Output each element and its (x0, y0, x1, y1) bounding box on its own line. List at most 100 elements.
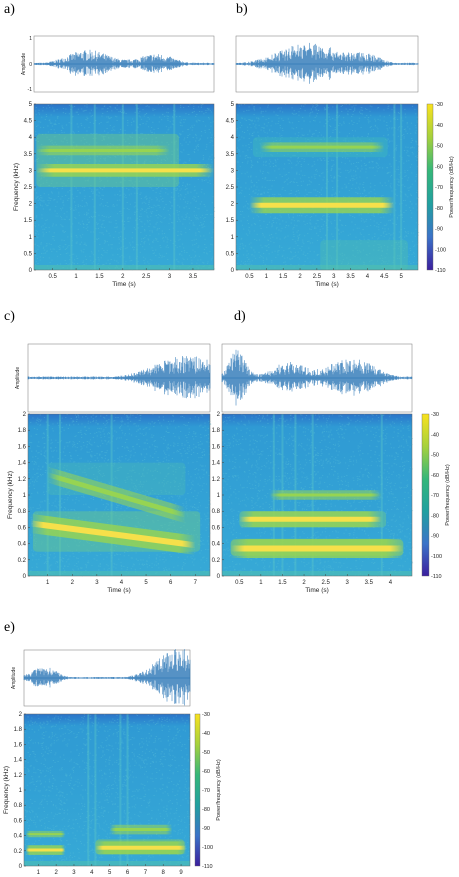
panel-e-colorbar-tick-label: -40 (202, 731, 210, 737)
panel-c-spectrogram-ytick-label: 1.6 (18, 444, 27, 450)
panel-d-colorbar-tick-label: -90 (431, 534, 439, 540)
panel-e-spectrogram-band (95, 845, 187, 850)
panel-a-spectrogram-transient (93, 104, 96, 270)
panel-a-spectrogram-floor (34, 265, 214, 270)
panel-c-spectrogram-xlabel: Time (s) (107, 587, 131, 594)
panel-b-colorbar-tick-label: -30 (435, 102, 443, 108)
panel-a-waveform-ylabel: Amplitude (21, 53, 27, 75)
panel-e-colorbar-tick-label: -80 (202, 807, 210, 813)
panel-a-spectrogram-transient (121, 104, 124, 270)
panel-e-spectrogram-transient (94, 714, 97, 866)
panel-d-spectrogram-ytick-label: 0.4 (212, 542, 221, 548)
panel-e-spectrogram-xtick-label: 9 (179, 870, 183, 876)
panel-b-spectrogram-xtick-label: 1 (265, 274, 269, 280)
panel-b-spectrogram-xtick-label: 4 (366, 274, 370, 280)
panel-a-spectrogram-ytick-label: 3 (29, 168, 33, 174)
panel-e-spectrogram-noise (24, 713, 192, 867)
panel-d-colorbar (421, 413, 430, 577)
panel-b-spectrogram-xtick-label: 1.5 (279, 274, 288, 280)
panel-e-colorbar-tick-label: -90 (202, 826, 210, 832)
panel-e-spectrogram-xtick-label: 8 (162, 870, 166, 876)
panel-e-spectrogram-ytick-label: 1 (19, 788, 23, 794)
panel-c-spectrogram-ytick-label: 0.4 (18, 542, 27, 548)
panel-a-spectrogram-ytick-label: 0 (29, 268, 33, 274)
panel-d-colorbar-tick-label: -100 (431, 554, 442, 560)
panel-d-spectrogram-xtick-label: 1 (259, 580, 263, 586)
panel-a-spectrogram-ytick-label: 5 (29, 102, 33, 108)
panel-c-spectrogram-ytick-label: 1 (23, 493, 27, 499)
panel-b-spectrogram-ytick-label: 0 (231, 268, 235, 274)
panel-e-waveform-trace (23, 649, 191, 706)
panel-a-spectrogram-ytick-label: 4 (29, 135, 33, 141)
panel-e-spectrogram-xtick-label: 5 (108, 870, 112, 876)
panel-d-spectrogram-band (230, 545, 404, 552)
panel-b-spectrogram-ytick-label: 2.5 (226, 185, 235, 191)
panel-c-spectrogram-ytick-label: 1.2 (18, 477, 27, 483)
panel-a-spectrogram-xtick-label: 3 (168, 274, 172, 280)
panel-a-spectrogram-xtick-label: 2.5 (142, 274, 151, 280)
panel-e-spectrogram-xtick-label: 7 (144, 870, 148, 876)
panel-label-b: b) (236, 2, 248, 17)
panel-b-spectrogram-transient (400, 104, 403, 270)
panel-a-spectrogram-ytick-label: 4.5 (24, 119, 33, 125)
panel-c-spectrogram-ytick-label: 1.8 (18, 428, 27, 434)
panel-e-spectrogram-ytick-label: 2 (19, 712, 23, 718)
panel-d-spectrogram-ytick-label: 2 (217, 412, 221, 418)
panel-e-colorbar (194, 713, 201, 867)
panel-b-colorbar-tick-label: -40 (435, 123, 443, 129)
panel-e-colorbar-label: Power/frequency (dB/Hz) (216, 759, 222, 821)
panel-d-colorbar-label: Power/frequency (dB/Hz) (445, 464, 451, 526)
panel-a-spectrogram-xtick-label: 0.5 (49, 274, 58, 280)
panel-b-spectrogram-ytick-label: 3 (231, 168, 235, 174)
panel-e-spectrogram-ytick-label: 1.6 (14, 742, 23, 748)
panel-e-spectrogram-xtick-label: 6 (126, 870, 130, 876)
panel-b-spectrogram-ytick-label: 3.5 (226, 152, 235, 158)
panel-label-e: e) (4, 620, 15, 635)
panel-b-waveform-trace (235, 42, 419, 84)
panel-a-spectrogram-transient (135, 104, 138, 270)
panel-e-spectrogram-ytick-label: 1.4 (14, 758, 23, 764)
panel-a-spectrogram-ytick-label: 1.5 (24, 218, 33, 224)
panel-e-colorbar-tick-label: -60 (202, 769, 210, 775)
panel-b-spectrogram-xtick-label: 4.5 (380, 274, 389, 280)
panel-b-spectrogram-ytick-label: 4.5 (226, 119, 235, 125)
panel-b-spectrogram-ytick-label: 5 (231, 102, 235, 108)
panel-d-spectrogram-ytick-label: 0 (217, 574, 221, 580)
panel-b-spectrogram-ytick-label: 1.5 (226, 218, 235, 224)
panel-b-spectrogram-ytick-label: 0.5 (226, 251, 235, 257)
panel-e-colorbar-tick-label: -100 (202, 845, 213, 851)
panel-b-colorbar-tick-label: -70 (435, 185, 443, 191)
panel-d-spectrogram-ytick-label: 1.6 (212, 444, 221, 450)
panel-b-spectrogram-xtick-label: 3 (332, 274, 336, 280)
panel-d-spectrogram-ytick-label: 1.4 (212, 461, 221, 467)
panel-d-spectrogram-floor (222, 571, 412, 576)
panel-b-spectrogram-transient (393, 104, 396, 270)
panel-c-spectrogram-ylabel: Frequency (kHz) (7, 471, 14, 519)
panel-d-spectrogram-ytick-label: 0.8 (212, 509, 221, 515)
panel-e-spectrogram-ytick-label: 1.2 (14, 773, 23, 779)
panel-a-spectrogram-background (34, 104, 214, 270)
panel-e-colorbar-tick-label: -70 (202, 788, 210, 794)
panel-d-spectrogram-xtick-label: 2 (302, 580, 306, 586)
panel-a-spectrogram-ylabel: Frequency (kHz) (13, 163, 20, 211)
panel-a-spectrogram-ytick-label: 2.5 (24, 185, 33, 191)
panel-c-spectrogram-ytick-label: 0.2 (18, 558, 27, 564)
panel-c-spectrogram-band (30, 520, 196, 549)
panel-d-spectrogram-xlabel: Time (s) (305, 587, 329, 594)
panel-c-spectrogram-band (47, 472, 186, 518)
panel-e-spectrogram-xtick-label: 4 (90, 870, 94, 876)
panel-e-spectrogram-transient (87, 714, 90, 866)
panel-c-spectrogram-ytick-label: 1.4 (18, 461, 27, 467)
panel-e-spectrogram-transient (126, 714, 129, 866)
panel-d-spectrogram-ytick-label: 1.8 (212, 428, 221, 434)
panel-b-colorbar-tick-label: -80 (435, 206, 443, 212)
panel-b-colorbar-tick-label: -100 (435, 247, 446, 253)
panel-c-spectrogram-transient (46, 414, 49, 576)
panel-a-spectrogram-ytick-label: 1 (29, 235, 33, 241)
panel-b-colorbar-tick-label: -50 (435, 144, 443, 150)
panel-d-spectrogram-xtick-label: 3.5 (365, 580, 374, 586)
panel-b-spectrogram-transient (326, 104, 328, 270)
panel-d-spectrogram-ytick-label: 1 (217, 493, 221, 499)
panel-c-spectrogram-xtick-label: 7 (194, 580, 198, 586)
